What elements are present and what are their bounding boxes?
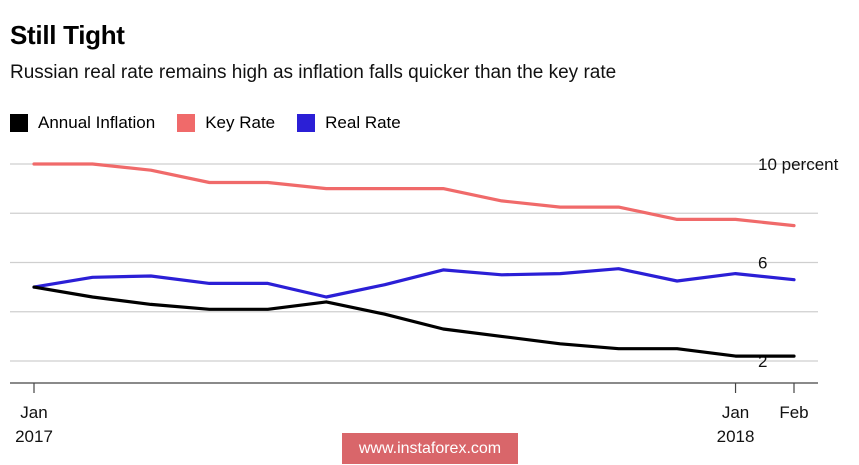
x-tick-label-0: Jan [20, 403, 47, 422]
legend-swatch-real-rate [297, 114, 316, 132]
chart-subtitle: Russian real rate remains high as inflat… [10, 62, 617, 83]
chart-legend: Annual Inflation Key Rate Real Rate [10, 113, 423, 133]
y-tick-label-6: 6 [758, 254, 767, 273]
series-line-key-rate [32, 162, 796, 228]
legend-swatch-key-rate [177, 114, 196, 132]
chart-title: Still Tight [10, 20, 125, 50]
series-line-annual-inflation [32, 285, 796, 358]
x-tick-year-0: 2017 [15, 427, 53, 446]
legend-item-annual-inflation: Annual Inflation [10, 113, 155, 133]
watermark: www.instaforex.com [342, 433, 518, 464]
legend-label-real-rate: Real Rate [325, 113, 401, 132]
y-tick-label-2: 2 [758, 352, 767, 371]
x-tick-label-12: Jan [722, 403, 749, 422]
x-tick-year-12: 2018 [717, 427, 755, 446]
legend-label-key-rate: Key Rate [205, 113, 276, 132]
x-tick-label-13: Feb [779, 403, 808, 422]
y-tick-label-10: 10 percent [758, 155, 839, 174]
legend-item-key-rate: Key Rate [177, 113, 275, 133]
legend-swatch-annual-inflation [10, 114, 28, 132]
series-line-real-rate [32, 267, 796, 299]
legend-item-real-rate: Real Rate [297, 113, 401, 133]
legend-label-annual-inflation: Annual Inflation [38, 113, 156, 132]
